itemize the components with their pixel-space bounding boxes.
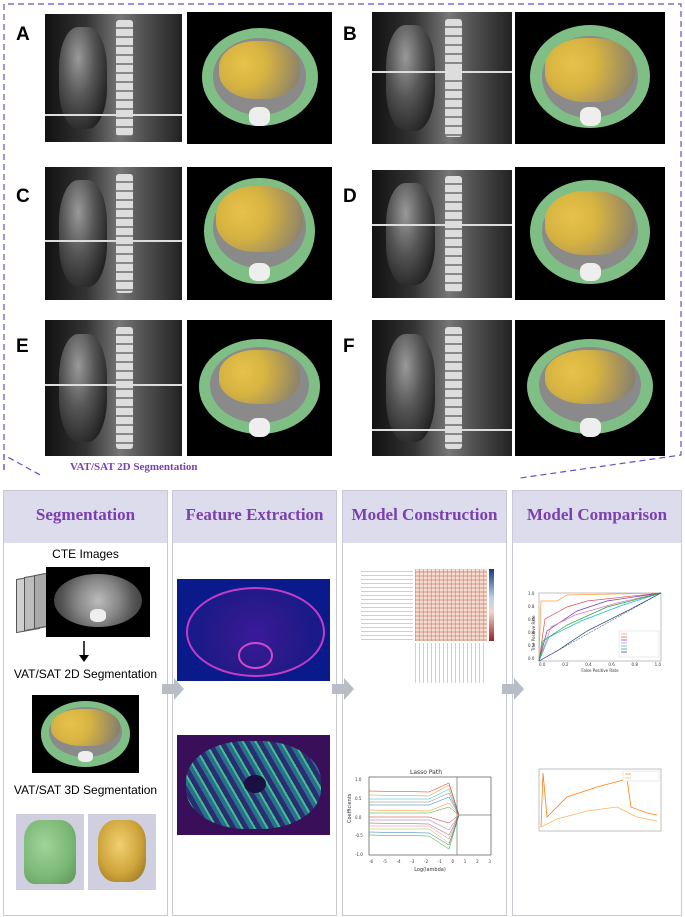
axial-ct-image-f [515, 320, 665, 456]
stage-feature-header: Feature Extraction [173, 491, 336, 543]
stage-segmentation-header: Segmentation [4, 491, 167, 543]
lasso-ytick: 1.0 [355, 777, 362, 782]
correlation-heatmap [415, 569, 487, 641]
lasso-xlabel: Log(lambda) [414, 867, 446, 873]
sagittal-ct-image-c [45, 167, 182, 300]
axial-ct-image-b [515, 12, 665, 144]
panel-letter-c: C [16, 186, 30, 207]
sagittal-ct-image-d [372, 170, 512, 298]
lasso-ytick: -0.5 [355, 833, 363, 839]
panel-letter-d: D [343, 186, 357, 207]
top-figure-dashed-frame [3, 3, 682, 479]
axial-ct-image-c [187, 167, 332, 300]
lasso-xtick: -4 [396, 859, 401, 864]
stage-segmentation-title: Segmentation [35, 505, 136, 524]
seg3d-label: VAT/SAT 3D Segmentation [13, 783, 158, 797]
stage-comparison-title: Model Comparison [526, 505, 668, 524]
stage-segmentation: Segmentation CTE Images VAT/SAT 2D Segme… [3, 490, 168, 916]
axial-ct-image-e [187, 320, 332, 456]
seg2d-label: VAT/SAT 2D Segmentation [13, 667, 158, 681]
axial-ct-image-a [187, 12, 332, 144]
roc-xticks: 0.0 0.2 0.4 0.6 0.8 1.0 [539, 662, 661, 667]
panel-letter-f: F [343, 336, 355, 357]
sat-3d-render [16, 814, 84, 890]
heatmap-colorbar [489, 569, 494, 641]
down-arrow-icon [79, 641, 89, 662]
stage-model-header: Model Construction [343, 491, 506, 543]
roc-ytick: 0.2 [528, 643, 535, 648]
sagittal-ct-image-f [372, 320, 512, 456]
axial-ct-image-d [515, 167, 665, 300]
roc-ytick: 0.6 [528, 617, 535, 622]
roc-xtick: 0.0 [539, 662, 546, 667]
sagittal-ct-image-b [372, 12, 512, 144]
roc-xtick: 1.0 [654, 662, 661, 667]
stage-model-construction: Model Construction Lasso Path [342, 490, 507, 916]
lasso-xtick: 2 [476, 859, 479, 864]
seg2d-axial-image [32, 695, 139, 773]
sagittal-ct-image-a [45, 14, 182, 142]
lasso-xtick: 0 [451, 859, 455, 864]
roc-ytick: 1.0 [528, 591, 535, 596]
roc-ytick: 0.4 [528, 630, 535, 635]
top-figure-caption: VAT/SAT 2D Segmentation [70, 461, 198, 473]
lasso-xtick: 3 [488, 859, 491, 864]
roc-ytick: 0.0 [528, 656, 535, 661]
feature-map-2 [177, 735, 330, 835]
roc-xtick: 0.2 [562, 662, 569, 667]
lasso-title: Lasso Path [409, 769, 443, 776]
lasso-ylabel: Coefficients [347, 793, 353, 823]
comparison-curve-plot [538, 768, 662, 832]
lasso-ytick: 0.5 [355, 795, 362, 801]
stage-comparison-header: Model Comparison [513, 491, 681, 543]
feature-map-1 [177, 579, 330, 681]
vat-3d-render [88, 814, 156, 890]
flow-arrow-icon-2 [332, 678, 354, 700]
panel-letter-a: A [16, 24, 30, 45]
roc-xtick: 0.8 [631, 662, 638, 667]
stage-model-comparison: Model Comparison 0.0 0.2 0.4 0.6 [512, 490, 682, 916]
lasso-path-plot [368, 776, 492, 856]
heatmap-row-labels [361, 571, 413, 641]
roc-xlabel: False Positive Rate [581, 668, 619, 673]
lasso-ytick: 0.0 [355, 814, 362, 820]
lasso-xtick: -6 [369, 859, 373, 864]
lasso-ytick: -1.0 [355, 852, 363, 857]
lasso-xtick: -5 [382, 859, 387, 864]
stage-model-title: Model Construction [351, 505, 498, 524]
panel-letter-b: B [343, 24, 357, 45]
lasso-yticks: 1.0 0.5 0.0 -0.5 -1.0 [355, 777, 363, 857]
roc-ytick: 0.8 [528, 604, 535, 609]
lasso-xtick: -3 [410, 859, 415, 864]
flow-arrow-icon-3 [502, 678, 524, 700]
stage-feature-extraction: Feature Extraction [172, 490, 337, 916]
heatmap-column-labels [415, 643, 487, 683]
lasso-xtick: -2 [424, 859, 428, 864]
roc-curve-plot [538, 592, 662, 662]
stage-feature-title: Feature Extraction [185, 505, 324, 524]
lasso-xticks: -6 -5 -4 -3 -2 -1 0 1 2 3 [369, 859, 491, 864]
sagittal-ct-image-e [45, 320, 182, 456]
cte-image-stack [16, 567, 151, 637]
lasso-xtick: 1 [463, 859, 467, 864]
lasso-xtick: -1 [437, 859, 442, 864]
roc-yticks: 1.0 0.8 0.6 0.4 0.2 0.0 [528, 591, 534, 661]
cte-images-label: CTE Images [52, 547, 119, 561]
flow-arrow-icon-1 [162, 678, 184, 700]
roc-xtick: 0.6 [608, 662, 615, 667]
roc-xtick: 0.4 [585, 662, 592, 667]
panel-letter-e: E [16, 336, 29, 357]
